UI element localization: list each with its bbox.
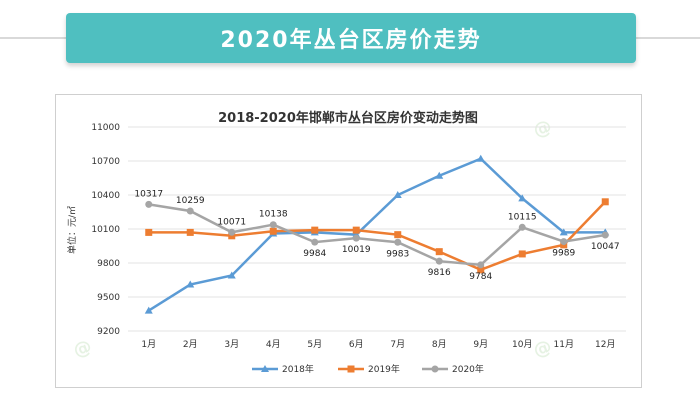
data-label: 10259 [176, 196, 205, 206]
y-tick-label: 9200 [97, 327, 120, 337]
data-point [435, 248, 443, 256]
data-point [352, 226, 360, 234]
data-point [393, 191, 402, 198]
data-point [518, 250, 526, 258]
y-tick-label: 10100 [91, 225, 120, 235]
x-tick-label: 10月 [512, 339, 532, 350]
data-point [145, 200, 153, 208]
y-tick-label: 9500 [97, 293, 120, 303]
data-point [227, 271, 236, 279]
data-point [145, 228, 153, 236]
watermark: @ [531, 116, 555, 142]
x-tick-label: 12月 [595, 339, 615, 350]
x-tick-label: 9月 [473, 339, 488, 350]
data-label: 10317 [134, 189, 163, 199]
data-label: 10138 [259, 210, 288, 220]
data-point [601, 231, 609, 239]
banner-title: 2020年丛台区房价走势 [220, 28, 482, 53]
legend-label: 2019年 [368, 363, 400, 375]
series-line [148, 203, 606, 267]
data-point [435, 257, 443, 265]
legend-marker [347, 365, 355, 373]
data-point [311, 226, 319, 234]
line-chart: @ @ @ 2018-2020年邯郸市丛台区房价变动走势图 单位：元/㎡ 920… [66, 110, 626, 375]
data-label: 10019 [342, 245, 371, 255]
x-tick-label: 8月 [432, 339, 447, 350]
data-point [435, 171, 444, 179]
y-axis-label: 单位：元/㎡ [66, 206, 78, 254]
data-point [601, 198, 609, 206]
x-tick-label: 6月 [349, 339, 364, 350]
data-point [186, 228, 194, 236]
x-tick-label: 11月 [554, 339, 574, 350]
x-tick-label: 2月 [183, 339, 198, 350]
data-point [394, 231, 402, 239]
chart-panel: @ @ @ 2018-2020年邯郸市丛台区房价变动走势图 单位：元/㎡ 920… [55, 94, 642, 388]
data-point [269, 221, 277, 229]
data-label: 9784 [469, 272, 492, 282]
watermark: @ [531, 336, 555, 362]
chart-title: 2018-2020年邯郸市丛台区房价变动走势图 [218, 110, 478, 126]
x-tick-label: 1月 [141, 339, 156, 350]
data-point [352, 234, 360, 242]
legend-label: 2018年 [282, 363, 314, 375]
watermark: @ [71, 336, 95, 362]
y-tick-label: 10400 [91, 191, 120, 201]
legend-marker [431, 365, 439, 373]
data-point [394, 238, 402, 246]
data-point [476, 154, 485, 162]
data-point [228, 232, 236, 240]
y-tick-label: 9800 [97, 259, 120, 269]
x-tick-label: 7月 [390, 339, 405, 350]
series-line [148, 157, 606, 312]
data-label: 10071 [217, 217, 246, 227]
data-point [477, 266, 485, 274]
data-point [269, 227, 277, 235]
data-point [518, 223, 526, 231]
data-label: 9989 [552, 249, 575, 259]
data-point [518, 194, 527, 202]
legend-label: 2020年 [452, 363, 484, 375]
banner: 2020年丛台区房价走势 [66, 13, 636, 63]
data-point [186, 207, 194, 215]
y-tick-label: 11000 [91, 123, 120, 133]
y-tick-label: 10700 [91, 157, 120, 167]
data-point [186, 280, 195, 288]
x-tick-label: 4月 [266, 339, 281, 350]
data-point [228, 228, 236, 236]
x-tick-label: 3月 [224, 339, 239, 350]
data-point [144, 306, 153, 314]
data-point [477, 261, 485, 269]
data-label: 9984 [303, 249, 326, 259]
data-point [559, 228, 568, 236]
x-tick-label: 5月 [307, 339, 322, 350]
data-label: 9983 [386, 249, 409, 259]
legend-marker [261, 365, 269, 372]
data-point [311, 238, 319, 246]
data-point [560, 238, 568, 246]
series-line [148, 200, 607, 272]
data-label: 9816 [428, 268, 451, 278]
data-label: 10115 [508, 212, 537, 222]
data-label: 10047 [591, 242, 620, 252]
